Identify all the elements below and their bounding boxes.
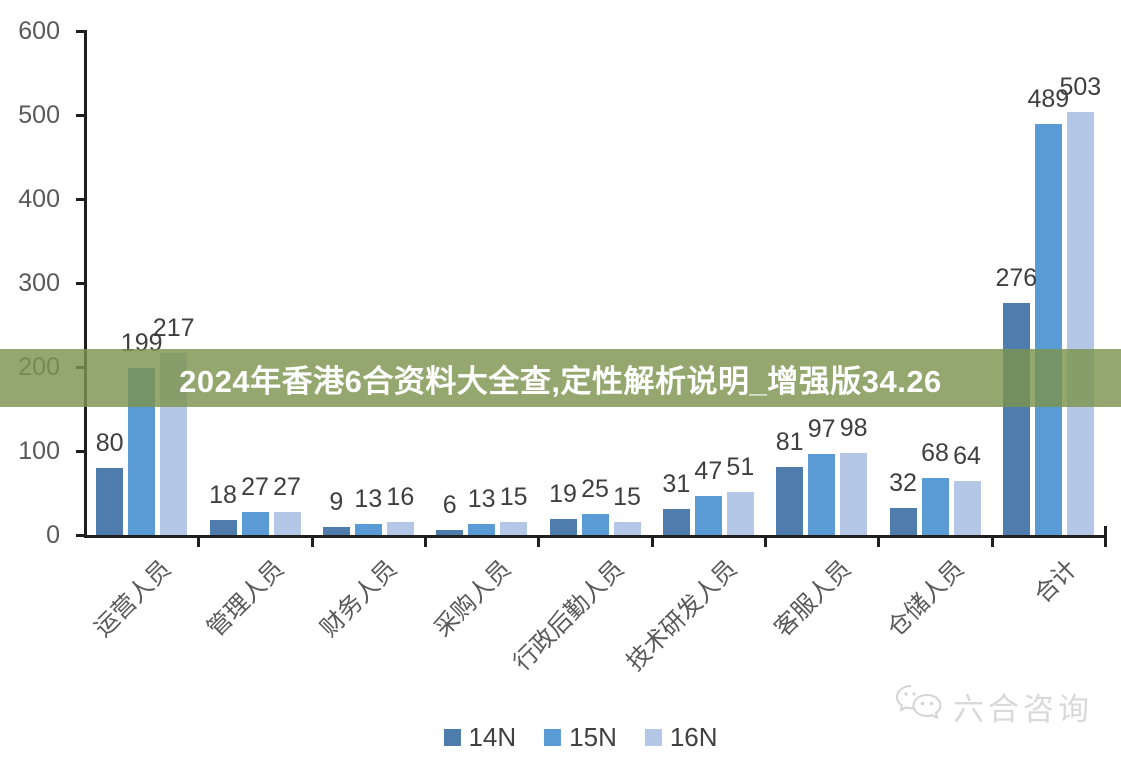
category-label: 行政后勤人员 [508,555,630,677]
category-label: 运营人员 [89,555,177,643]
data-label: 47 [694,456,723,485]
bar-15N-6 [694,495,722,535]
legend-item-15N: 15N [544,724,617,750]
x-axis-tick [764,538,767,547]
bar-15N-7 [808,453,836,535]
bar-16N-4 [500,522,528,535]
bar-15N-4 [468,524,496,535]
bar-14N-9 [1002,303,1030,535]
x-axis-tick [424,538,427,547]
y-axis-tick-label: 300 [18,269,60,297]
data-label: 27 [241,473,269,502]
bar-14N-2 [209,519,237,535]
y-axis-tick-label: 500 [18,101,60,129]
bar-15N-8 [921,477,949,535]
data-label: 31 [662,469,691,498]
x-axis-tick [537,538,541,547]
data-label: 16 [386,482,415,511]
bar-14N-7 [776,466,804,535]
watermark-text: 六合咨询 [953,692,1093,727]
data-label: 32 [889,469,917,498]
bar-15N-3 [354,524,382,535]
data-label: 51 [726,453,755,482]
bar-16N-3 [386,521,414,535]
y-axis-tick-label: 600 [18,17,60,45]
bar-16N-8 [953,481,981,535]
data-label: 15 [613,483,641,512]
data-label: 9 [329,488,344,517]
legend-item-16N: 16N [644,722,718,752]
bar-16N-2 [273,512,301,535]
bar-16N-6 [726,492,754,535]
legend-swatch-icon [544,728,562,746]
legend-label: 16N [669,722,718,752]
bar-16N-9 [1066,112,1094,535]
data-label: 489 [1027,85,1070,114]
y-axis-tick [76,30,85,33]
x-axis-line [84,535,1107,538]
data-label: 19 [549,480,577,509]
y-axis-tick [76,450,85,453]
category-label: 仓储人员 [882,555,970,643]
x-axis-end-tick [1104,526,1107,547]
y-axis-tick-label: 400 [18,185,60,213]
banner-text: 2024年香港6合资料大全查,定性解析说明_增强版34.26 [179,363,942,399]
y-axis-tick [76,198,85,201]
x-axis-tick [197,538,201,547]
y-axis-line [84,30,87,538]
bar-14N-1 [96,467,124,535]
category-label: 采购人员 [429,555,517,643]
data-label: 6 [442,490,457,519]
watermark: 六合咨询 [893,682,1093,731]
legend-swatch-icon [644,728,662,746]
bar-15N-2 [241,512,269,535]
wechat-chat-bubbles-icon [893,682,945,731]
legend-label: 14N [468,722,517,752]
x-axis-tick [877,538,881,547]
bar-14N-8 [889,508,917,535]
data-label: 13 [354,485,383,514]
data-label: 81 [775,427,804,456]
data-label: 15 [499,483,528,512]
category-label: 客服人员 [769,555,857,643]
overlay-banner: 2024年香港6合资料大全查,定性解析说明_增强版34.26 [0,349,1121,407]
data-label: 64 [953,442,981,471]
legend-label: 15N [569,722,617,752]
y-axis-tick-label: 100 [18,437,60,465]
bar-15N-9 [1034,124,1062,535]
data-label: 27 [273,473,301,502]
category-label: 合计 [1029,555,1083,609]
data-label: 25 [581,475,609,503]
data-label: 18 [209,480,237,509]
bar-14N-5 [549,519,577,535]
data-label: 98 [839,413,868,442]
x-axis-tick [310,538,314,547]
category-label: 技术研发人员 [621,555,743,677]
bar-16N-5 [613,522,641,535]
legend-item-14N: 14N [443,724,516,750]
bar-14N-6 [662,508,690,535]
x-axis-tick [650,538,654,547]
y-axis-tick [76,114,85,117]
chart-legend: 14N 15N 16N [443,722,718,752]
y-axis-tick-label: 0 [46,521,60,549]
data-label: 97 [807,414,836,443]
y-axis-tick [76,534,85,537]
x-axis-tick [990,538,994,547]
bar-15N-5 [581,514,609,535]
legend-swatch-icon [443,728,461,746]
bar-16N-7 [840,452,868,535]
data-label: 276 [995,264,1038,293]
data-label: 68 [921,438,949,467]
y-axis-tick [76,282,85,285]
bar-14N-3 [322,527,350,535]
data-label: 80 [95,428,124,457]
bar-14N-4 [436,529,464,535]
category-label: 管理人员 [202,555,290,643]
data-label: 13 [467,485,496,514]
data-label: 217 [152,313,195,342]
category-label: 财务人员 [315,555,403,643]
data-label: 503 [1059,73,1102,102]
